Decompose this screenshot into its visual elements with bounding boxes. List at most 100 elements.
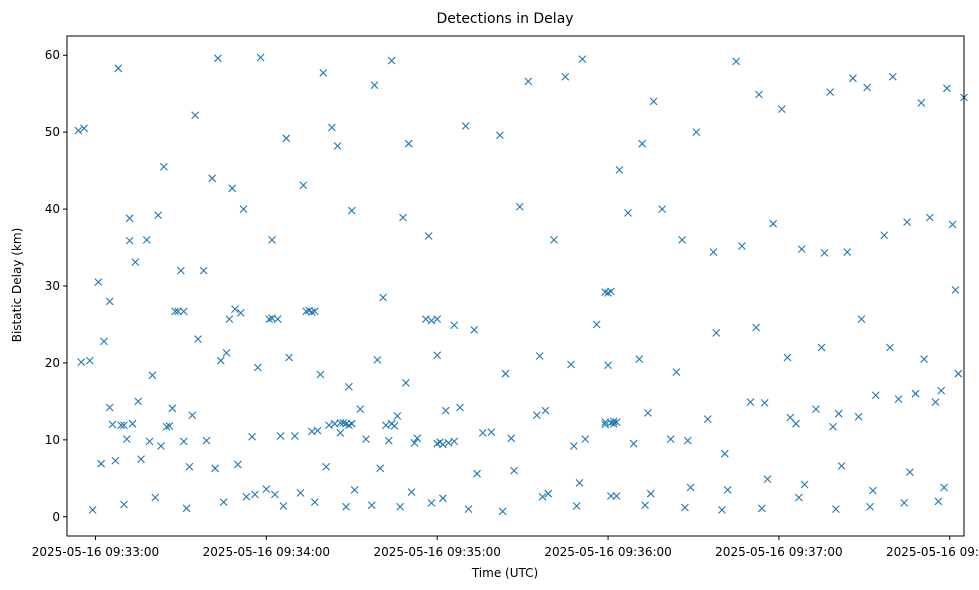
data-point [857,315,866,323]
data-point [88,505,97,514]
data-point [151,493,160,502]
data-point [427,499,436,507]
data-point [777,105,786,113]
data-point [401,379,410,387]
x-axis: 2025-05-16 09:33:00 2025-05-16 09:34:00 20… [32,536,979,559]
data-point [308,308,316,317]
data-point [578,55,587,63]
data-point [342,502,350,511]
data-point [544,489,553,498]
data-point [319,69,328,77]
x-tick-label: 2025-05-16 09:34:00 [203,545,330,559]
data-point [253,363,262,372]
data-points [74,53,968,516]
data-point [270,490,279,499]
y-tick-label: 0 [52,510,60,524]
data-point [228,184,237,193]
data-point [410,439,419,447]
data-point [387,56,396,65]
data-point [538,492,547,501]
data-point [322,462,331,471]
data-point [157,442,165,450]
data-point [843,248,852,257]
data-point [256,53,265,62]
data-point [911,389,920,398]
data-point [646,489,655,498]
data-point [168,404,177,413]
data-point [615,165,624,174]
data-point [273,315,282,323]
data-point [612,418,621,427]
data-point [931,398,940,407]
data-point [236,309,245,317]
data-point [635,355,644,363]
data-point [421,315,430,323]
data-point [925,213,934,222]
data-point [145,437,154,446]
data-point [535,352,544,360]
data-point [572,502,581,510]
data-point [703,415,712,423]
data-point [424,232,433,240]
data-point [495,131,504,140]
data-point [769,219,778,228]
data-point [524,77,533,86]
data-point [581,435,590,443]
data-point [569,442,578,450]
data-point [763,475,772,483]
data-point [720,449,729,458]
y-tick-label: 20 [45,356,60,370]
data-point [339,419,348,427]
data-point [829,422,837,431]
data-point [77,358,86,367]
x-axis-label: Time (UTC) [471,566,538,580]
data-point [108,420,117,429]
data-point [948,220,957,229]
data-point [316,370,325,379]
data-point [797,245,806,253]
data-point [239,205,248,213]
y-tick-label: 10 [45,433,60,447]
data-point [794,493,803,502]
data-point [752,323,761,332]
data-point [943,84,951,93]
data-point [382,421,390,430]
y-tick-label: 40 [45,202,60,216]
data-point [607,287,615,296]
data-point [225,315,234,323]
data-point [310,307,319,316]
data-point [120,421,128,430]
data-point [834,409,843,418]
data-point [561,72,570,81]
data-point [105,403,114,412]
data-point [188,411,197,420]
data-point [137,455,145,463]
data-point [413,434,422,443]
data-point [678,235,686,244]
data-point [871,391,880,400]
data-point [954,369,963,378]
data-point [723,485,732,494]
data-point [917,99,926,107]
x-tick-label: 2025-05-16 09:38:00 [886,545,979,559]
data-point [177,266,185,275]
data-point [837,462,846,470]
data-point [165,422,174,430]
data-point [487,428,496,437]
data-point [117,421,125,430]
data-point [182,504,191,513]
data-point [347,206,356,215]
data-point [222,349,231,357]
data-point [746,398,755,407]
data-point [219,498,228,507]
data-point [681,503,689,512]
data-point [393,412,402,420]
data-point [276,432,285,440]
data-point [886,343,894,352]
data-point [128,419,137,428]
data-point [456,403,464,412]
data-point [541,406,550,415]
data-point [940,483,948,492]
data-point [120,500,128,509]
x-tick-label: 2025-05-16 09:37:00 [715,545,842,559]
